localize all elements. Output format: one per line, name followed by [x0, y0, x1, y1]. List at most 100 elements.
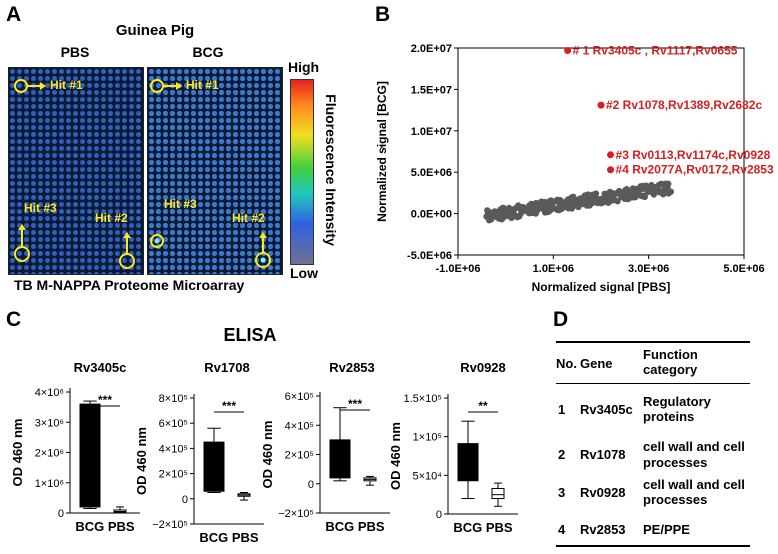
hit-annotations [14, 79, 271, 269]
table-bottom-rule [556, 545, 750, 547]
scatter-point [665, 190, 672, 197]
boxplot-ytick-label: −2×10⁵ [278, 508, 314, 520]
scatter-point [618, 189, 625, 196]
boxplot-ytick-label: 4×10⁵ [285, 420, 314, 432]
scatter-point [511, 212, 518, 219]
scatter-point [611, 196, 618, 204]
scatter-highlight-point [607, 151, 615, 159]
scatter-point [590, 193, 597, 200]
scatter-ytick-label: 2.0E+07 [411, 43, 452, 55]
pbs-array-label: PBS [60, 44, 90, 60]
boxplot-ytick-label: −2×10⁵ [152, 519, 188, 531]
bcg-array-spots [148, 68, 282, 274]
boxplot-title: Rv3405c [74, 360, 127, 375]
boxplot-box [491, 487, 505, 500]
scatter-point [532, 210, 540, 217]
table-top-rule [556, 341, 750, 343]
scatter-point [505, 205, 512, 212]
panel-a-letter: A [6, 3, 22, 26]
panel-b-letter: B [375, 3, 391, 26]
hit3-pbs-label: Hit #3 [24, 201, 57, 215]
scatter-point [491, 208, 498, 215]
table-row-1-func2: proteins [643, 409, 695, 424]
scatter-point [639, 193, 647, 200]
boxplot-ytick-label: 1×10⁶ [35, 478, 64, 490]
scatter-ytick-label: -5.0E+06 [407, 250, 452, 262]
pbs-microarray-image [8, 67, 144, 275]
boxplot-title: Rv0928 [460, 360, 506, 375]
boxplot-Rv0928: Rv0928 0 5×10⁴ 1×10⁵ 1.5×10⁵ OD 460 nm ** BCG P… [388, 360, 518, 535]
scatter-ytick-label: 1.0E+07 [411, 126, 452, 138]
scatter-point [563, 198, 570, 205]
boxplot-Rv3405c: Rv3405c 0 1×10⁶ 2×10⁶ 3×10⁶ 4×10⁶ OD 460 nm ***… [10, 360, 140, 534]
scatter-ytick-label: 0.0E+00 [411, 209, 452, 221]
colorbar-low-label: Low [290, 265, 318, 281]
scatter-point [495, 215, 503, 222]
table-row-4-no: 4 [558, 522, 566, 537]
scatter-highlight-label: #3 Rv0113,Rv1174c,Rv0928 [616, 148, 771, 162]
panel-c-letter: C [6, 308, 22, 331]
table-row-3-func1: cell wall and cell [643, 477, 745, 492]
boxplot-ytick-label: 2×10⁶ [35, 448, 64, 460]
scatter-point [639, 183, 647, 190]
scatter-point [544, 203, 551, 210]
scatter-point [601, 198, 608, 205]
scatter-point [534, 205, 542, 212]
scatter-ytick-label: 5.0E+06 [411, 167, 452, 179]
table-header-no: No. [556, 356, 577, 371]
scatter-xtick-label: 3.0E+06 [628, 263, 669, 275]
table-row-4-func1: PE/PPE [643, 522, 690, 537]
table-row-2-gene: Rv1078 [580, 447, 626, 462]
scatter-highlight-point [597, 101, 605, 109]
boxplot-ytick-label: 4×10⁶ [35, 387, 64, 399]
boxplot-ytick-label: 3×10⁶ [35, 417, 64, 429]
boxplot-ytick-label: 5×10⁴ [412, 470, 442, 482]
scatter-point [579, 200, 587, 208]
scatter-point [606, 188, 614, 196]
table-row-3-func2: processes [643, 492, 708, 507]
scatter-highlight-label: # 1 Rv3405c , Rv1117,Rv0655 [573, 43, 738, 57]
boxplot-x-labels: BCG PBS [75, 519, 135, 534]
table-row-4-gene: Rv2853 [580, 522, 626, 537]
scatter-xtick-label: -1.0E+06 [436, 263, 481, 275]
scatter-point [557, 197, 564, 204]
scatter-point [587, 198, 595, 206]
boxplot-ytick-label: 1×10⁵ [413, 432, 442, 444]
boxplot-Rv1708: Rv1708 −2×10⁵ 0 2×10⁵ 4×10⁵ 6×10⁵ 8×10⁵ OD 460 … [134, 360, 264, 545]
table-row-1-gene: Rv3405c [580, 402, 633, 417]
scatter-point [484, 207, 491, 214]
hit1-bcg-label: Hit #1 [186, 78, 219, 92]
boxplot-box [203, 441, 225, 492]
scatter-point [632, 193, 639, 201]
boxplot-box [457, 443, 479, 482]
boxplot-x-labels: BCG PBS [199, 530, 259, 545]
boxplot-x-labels: BCG PBS [453, 520, 513, 535]
hit3-bcg-label: Hit #3 [164, 197, 197, 211]
boxplot-title: Rv2853 [329, 360, 375, 375]
panel-d-letter: D [553, 308, 569, 331]
scatter-point [501, 213, 508, 220]
table-header-gene: Gene [580, 356, 613, 371]
bcg-array-label: BCG [192, 44, 224, 60]
colorbar-high-label: High [288, 59, 320, 75]
pbs-array-spots [9, 68, 143, 274]
boxplot-significance-label: ** [478, 399, 488, 413]
boxplot-ytick-label: 2×10⁵ [159, 469, 188, 481]
scatter-highlight-label: #4 Rv2077A,Rv0172,Rv2853 [616, 163, 774, 177]
scatter-dot-annotation: . [380, 137, 383, 151]
scatter-highlight-point [607, 166, 615, 174]
boxplot-ytick-label: 4×10⁵ [159, 443, 188, 455]
boxplot-ytick-label: 8×10⁵ [159, 393, 188, 405]
hit1-pbs-label: Hit #1 [50, 78, 83, 92]
table-row-2-func2: processes [643, 455, 708, 470]
bcg-microarray-image [147, 67, 283, 275]
table-row-2-func1: cell wall and cell [643, 439, 745, 454]
boxplot-significance-label: *** [98, 393, 112, 407]
hit3-bcg-circle [150, 234, 164, 248]
boxplot-ytick-label: 0 [58, 508, 64, 520]
panel-a-title: Guinea Pig [115, 22, 195, 39]
table-row-1-func1: Regulatory [643, 394, 711, 409]
scatter-point [601, 192, 609, 199]
boxplot-ytick-label: 6×10⁵ [285, 391, 314, 403]
